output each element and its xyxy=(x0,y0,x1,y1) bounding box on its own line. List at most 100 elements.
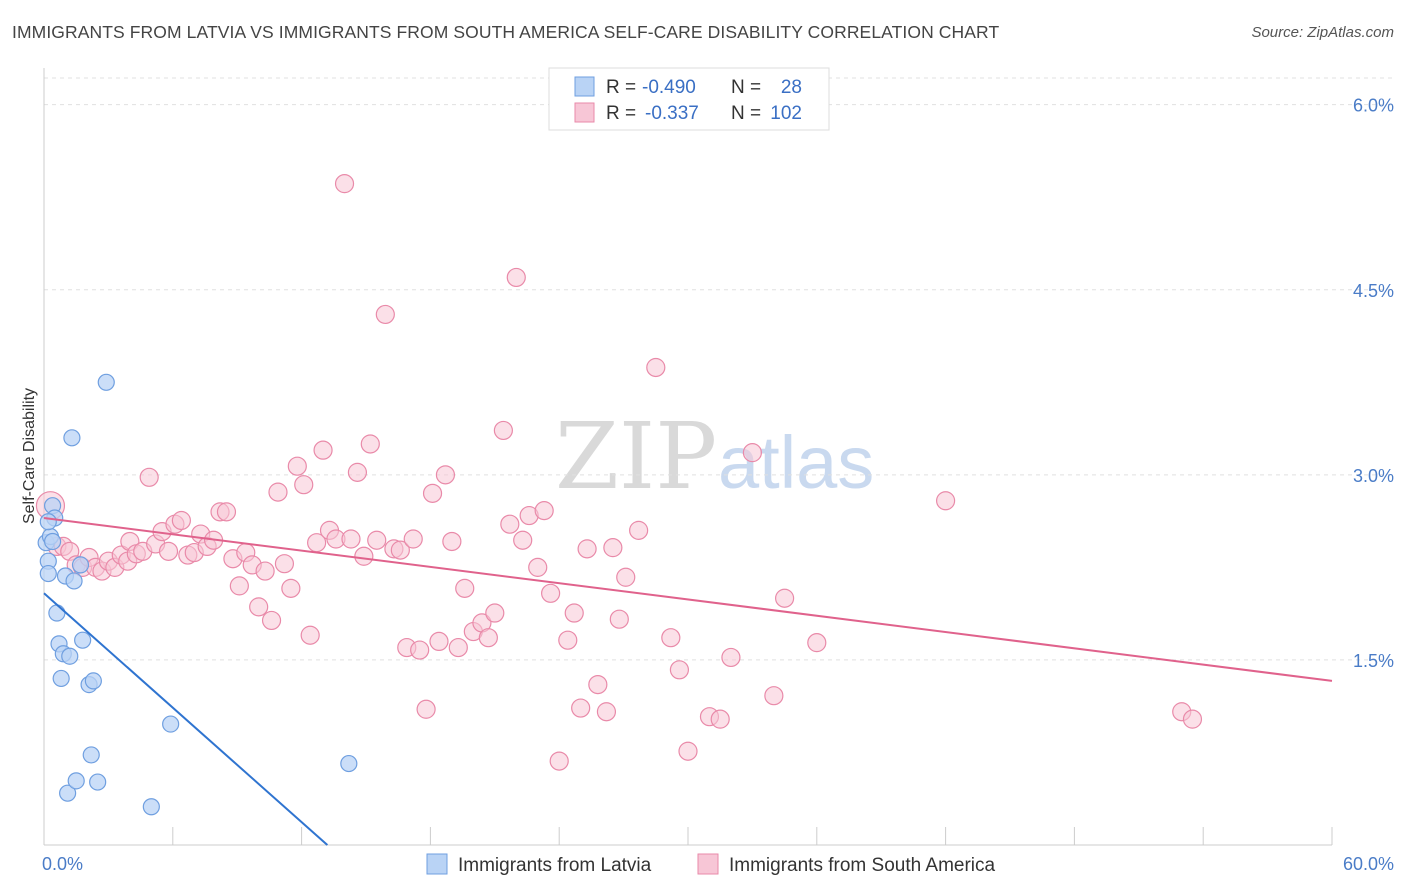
stats-legend-r-value-latvia: -0.490 xyxy=(642,77,696,98)
point-south-america xyxy=(354,546,374,566)
y-tick-label: 3.0% xyxy=(1353,466,1394,486)
point-south-america xyxy=(455,578,475,598)
point-latvia xyxy=(65,572,83,590)
point-south-america xyxy=(935,491,956,511)
point-south-america xyxy=(268,482,288,502)
point-south-america xyxy=(294,475,314,495)
point-south-america xyxy=(541,583,561,603)
legend-swatch-south-america xyxy=(697,853,719,875)
point-south-america xyxy=(410,640,430,660)
point-south-america xyxy=(274,554,295,574)
point-latvia xyxy=(67,772,85,790)
point-latvia xyxy=(89,773,107,791)
point-latvia xyxy=(142,798,160,816)
point-south-america xyxy=(300,625,320,645)
point-south-america xyxy=(139,467,159,487)
point-south-america xyxy=(171,510,191,531)
point-south-america xyxy=(422,483,443,503)
point-south-america xyxy=(564,603,584,623)
point-latvia xyxy=(63,429,81,447)
point-south-america xyxy=(646,357,666,378)
point-south-america xyxy=(493,420,513,441)
point-south-america xyxy=(216,502,237,522)
point-south-america xyxy=(571,698,591,718)
point-latvia xyxy=(43,532,62,551)
point-south-america xyxy=(261,610,282,631)
point-south-america xyxy=(229,576,249,596)
stats-legend-r-label-south-america: R = xyxy=(606,103,636,124)
point-latvia xyxy=(340,754,358,773)
chart-source: Source: ZipAtlas.com xyxy=(1251,24,1394,41)
point-south-america xyxy=(609,609,629,629)
point-south-america xyxy=(721,647,741,668)
stats-legend-r-label-latvia: R = xyxy=(606,77,636,98)
stats-legend-swatch-latvia xyxy=(574,76,595,97)
point-south-america xyxy=(255,561,275,581)
point-latvia xyxy=(39,564,57,583)
point-south-america xyxy=(341,529,361,549)
stats-legend: R = -0.490 N = 28 R = -0.337 N = 102 xyxy=(548,67,830,131)
point-south-america xyxy=(596,702,617,722)
stats-legend-n-value-south-america: 102 xyxy=(770,103,802,124)
point-south-america xyxy=(435,465,456,485)
point-latvia xyxy=(52,669,70,688)
stats-legend-n-label-south-america: N = xyxy=(731,103,761,124)
point-south-america xyxy=(764,686,784,706)
point-south-america xyxy=(281,578,301,598)
x-tick-label-max: 60.0% xyxy=(1343,854,1394,874)
point-latvia xyxy=(97,373,115,391)
x-ticks xyxy=(172,827,1333,845)
point-south-america xyxy=(588,674,608,695)
point-south-america xyxy=(287,456,307,476)
point-latvia xyxy=(71,556,90,574)
series-latvia xyxy=(37,373,358,816)
point-latvia xyxy=(39,513,57,531)
point-south-america xyxy=(710,709,730,729)
stats-legend-box xyxy=(548,67,830,131)
point-latvia xyxy=(82,746,100,764)
y-tick-labels: 1.5% 3.0% 4.5% 6.0% xyxy=(1353,96,1394,671)
watermark-atlas: atlas xyxy=(718,421,874,504)
point-south-america xyxy=(774,588,795,608)
point-south-america xyxy=(742,443,763,463)
point-south-america xyxy=(661,628,681,648)
point-south-america xyxy=(534,501,554,521)
watermark-zip: ZIP xyxy=(555,403,717,510)
point-south-america xyxy=(500,514,520,534)
point-south-america xyxy=(416,699,436,719)
point-south-america xyxy=(528,557,548,577)
point-south-america xyxy=(158,541,179,561)
point-south-america xyxy=(485,603,505,623)
point-south-america xyxy=(807,633,827,653)
watermark: ZIP atlas xyxy=(555,403,874,510)
series-south-america xyxy=(35,174,1203,771)
point-south-america xyxy=(629,520,649,540)
point-south-america xyxy=(375,304,395,325)
legend-label-south-america: Immigrants from South America xyxy=(729,855,996,876)
point-south-america xyxy=(669,660,690,680)
point-latvia xyxy=(61,647,79,665)
trendline-latvia xyxy=(43,592,329,846)
point-south-america xyxy=(549,751,569,771)
y-tick-label: 4.5% xyxy=(1353,281,1394,301)
chart-title: IMMIGRANTS FROM LATVIA VS IMMIGRANTS FRO… xyxy=(12,22,1000,42)
grid xyxy=(44,77,1392,661)
point-south-america xyxy=(313,440,333,460)
point-south-america xyxy=(442,531,462,552)
stats-legend-n-value-latvia: 28 xyxy=(781,77,802,98)
point-latvia xyxy=(74,631,92,649)
point-south-america xyxy=(513,530,533,550)
trend-lines xyxy=(43,517,1333,846)
legend-label-latvia: Immigrants from Latvia xyxy=(458,855,652,876)
point-south-america xyxy=(577,539,597,559)
point-south-america xyxy=(678,741,698,761)
point-south-america xyxy=(403,529,423,549)
point-south-america xyxy=(478,628,498,648)
point-south-america xyxy=(390,540,410,560)
stats-legend-r-value-south-america: -0.337 xyxy=(645,103,699,124)
point-south-america xyxy=(249,597,269,617)
point-south-america xyxy=(603,538,623,558)
point-south-america xyxy=(334,174,355,194)
point-south-america xyxy=(347,462,368,482)
